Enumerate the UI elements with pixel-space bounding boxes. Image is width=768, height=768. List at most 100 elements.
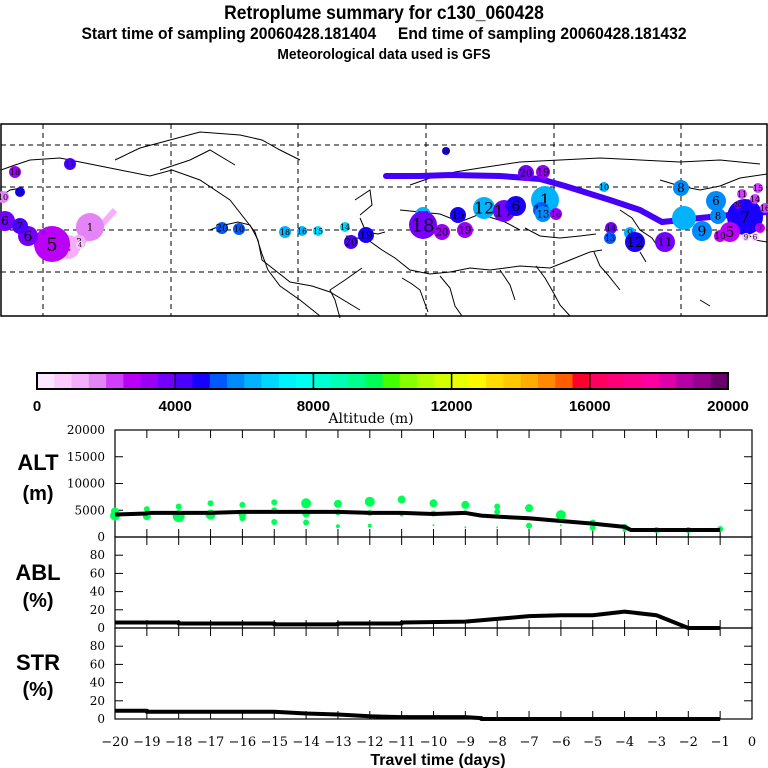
cluster-label: 6 xyxy=(1,214,9,228)
scatter-point xyxy=(364,496,375,507)
colorbar-tick-label: 12000 xyxy=(431,398,473,415)
colorbar-swatch xyxy=(468,373,487,389)
cluster-label: 11 xyxy=(657,235,672,249)
x-tick-label: −6 xyxy=(551,735,570,750)
cluster-label: 4 xyxy=(78,242,82,249)
y-axis-unit: (%) xyxy=(22,679,53,701)
cluster-circle xyxy=(625,232,645,252)
cluster-label: 17 xyxy=(66,160,75,168)
y-axis-unit: (%) xyxy=(22,590,53,612)
colorbar-tick-label: 0 xyxy=(33,398,41,415)
cluster-circle xyxy=(692,221,712,241)
scatter-point xyxy=(494,508,501,515)
y-tick-label: 0 xyxy=(97,621,105,635)
cluster-label: 10 xyxy=(714,232,726,242)
cluster-circle xyxy=(672,206,696,230)
scatter-point xyxy=(335,524,340,529)
y-tick-label: 60 xyxy=(90,657,105,671)
cluster-marker xyxy=(42,231,46,235)
cluster-marker: 4 xyxy=(76,241,84,249)
x-tick-label: 0 xyxy=(748,735,756,750)
scatter-point xyxy=(525,504,534,513)
coastline xyxy=(0,157,321,317)
cluster-circle xyxy=(313,226,323,236)
cluster-marker: 6 xyxy=(751,233,759,241)
cluster-circle xyxy=(550,208,562,220)
cluster-circle xyxy=(742,233,750,241)
y-axis-label: ALT xyxy=(17,450,59,475)
y-tick-label: 80 xyxy=(90,548,105,562)
cluster-label: 19 xyxy=(459,226,472,237)
panel-frame xyxy=(114,627,753,720)
cluster-circle xyxy=(450,207,466,223)
cluster-label: 16 xyxy=(442,148,450,155)
coastline xyxy=(329,267,363,319)
cluster-marker: 16 xyxy=(760,203,768,213)
cluster-label: 16 xyxy=(297,227,307,236)
x-tick-label: −7 xyxy=(519,735,538,750)
scatter-point xyxy=(301,498,312,509)
cluster-circle xyxy=(442,147,450,155)
cluster-circle xyxy=(655,232,675,252)
scatter-point xyxy=(429,499,438,508)
chart-title: Retroplume summary for c130_060428 xyxy=(224,3,544,24)
cluster-marker: 18 xyxy=(279,226,291,238)
cluster-marker: 8 xyxy=(673,180,689,196)
scatter-point xyxy=(239,515,246,522)
colorbar-swatch xyxy=(244,373,263,389)
cluster-circle xyxy=(536,165,550,179)
scatter-point xyxy=(271,519,278,526)
cluster-label: 14 xyxy=(606,224,616,233)
coastline xyxy=(354,189,373,216)
coastline xyxy=(345,235,603,275)
cluster-label: 16 xyxy=(551,210,561,219)
met-data-note: Meteorological data used is GFS xyxy=(277,46,491,63)
y-tick-label: 80 xyxy=(90,639,105,653)
panel-frame xyxy=(114,429,753,538)
scatter-point xyxy=(555,510,566,521)
cluster-label: 15 xyxy=(452,211,465,222)
cluster-marker: 12 xyxy=(625,232,645,252)
scatter-point xyxy=(589,524,596,531)
series-line xyxy=(114,509,721,533)
cluster-marker: 9 xyxy=(742,233,750,241)
cluster-circle xyxy=(76,213,104,241)
cluster-label: 6 xyxy=(712,194,720,208)
cluster-label: 8 xyxy=(677,181,685,195)
cluster-marker: 6 xyxy=(506,196,526,216)
colorbar-swatch xyxy=(589,373,608,389)
colorbar-swatch xyxy=(157,373,176,389)
x-tick-label: −18 xyxy=(165,735,192,750)
y-tick-label: 40 xyxy=(90,585,105,599)
y-axis-label: STR xyxy=(16,650,60,675)
colorbar-swatch xyxy=(555,373,574,389)
scatter-point xyxy=(494,503,501,510)
colorbar-label: Altitude (m) xyxy=(327,411,413,427)
colorbar-swatch xyxy=(296,373,314,389)
colorbar-tick-label: 20000 xyxy=(707,398,749,415)
scatter-point xyxy=(143,506,150,513)
cluster-marker: 16 xyxy=(442,147,450,155)
x-tick-label: −10 xyxy=(420,735,447,750)
y-axis-unit: (m) xyxy=(22,483,53,505)
cluster-circle xyxy=(714,230,726,242)
cluster-label: 13 xyxy=(605,234,615,243)
cluster-circle xyxy=(535,206,551,222)
coastline xyxy=(499,269,516,301)
scatter-point xyxy=(367,523,372,528)
cluster-marker: 17 xyxy=(64,158,76,170)
cluster-label: 12 xyxy=(626,235,644,251)
cluster-marker: 10 xyxy=(233,223,245,235)
colorbar-swatch xyxy=(607,373,625,389)
x-tick-label: −13 xyxy=(324,735,351,750)
cluster-label: 14 xyxy=(750,195,760,204)
y-tick-label: 0 xyxy=(97,530,105,544)
cluster-label: 20 xyxy=(216,224,229,235)
cluster-circle xyxy=(760,203,768,213)
cluster-marker: 7 xyxy=(755,223,765,233)
cluster-circle xyxy=(755,223,765,233)
time-series-panels: 0 5000 10000 15000 20000 ALT (m) 0 20 40 60 80 ABL (%… xyxy=(15,423,756,750)
cluster-marker: 18 xyxy=(409,211,437,239)
cluster-circle xyxy=(340,222,350,232)
cluster-marker: 8 xyxy=(710,208,726,224)
